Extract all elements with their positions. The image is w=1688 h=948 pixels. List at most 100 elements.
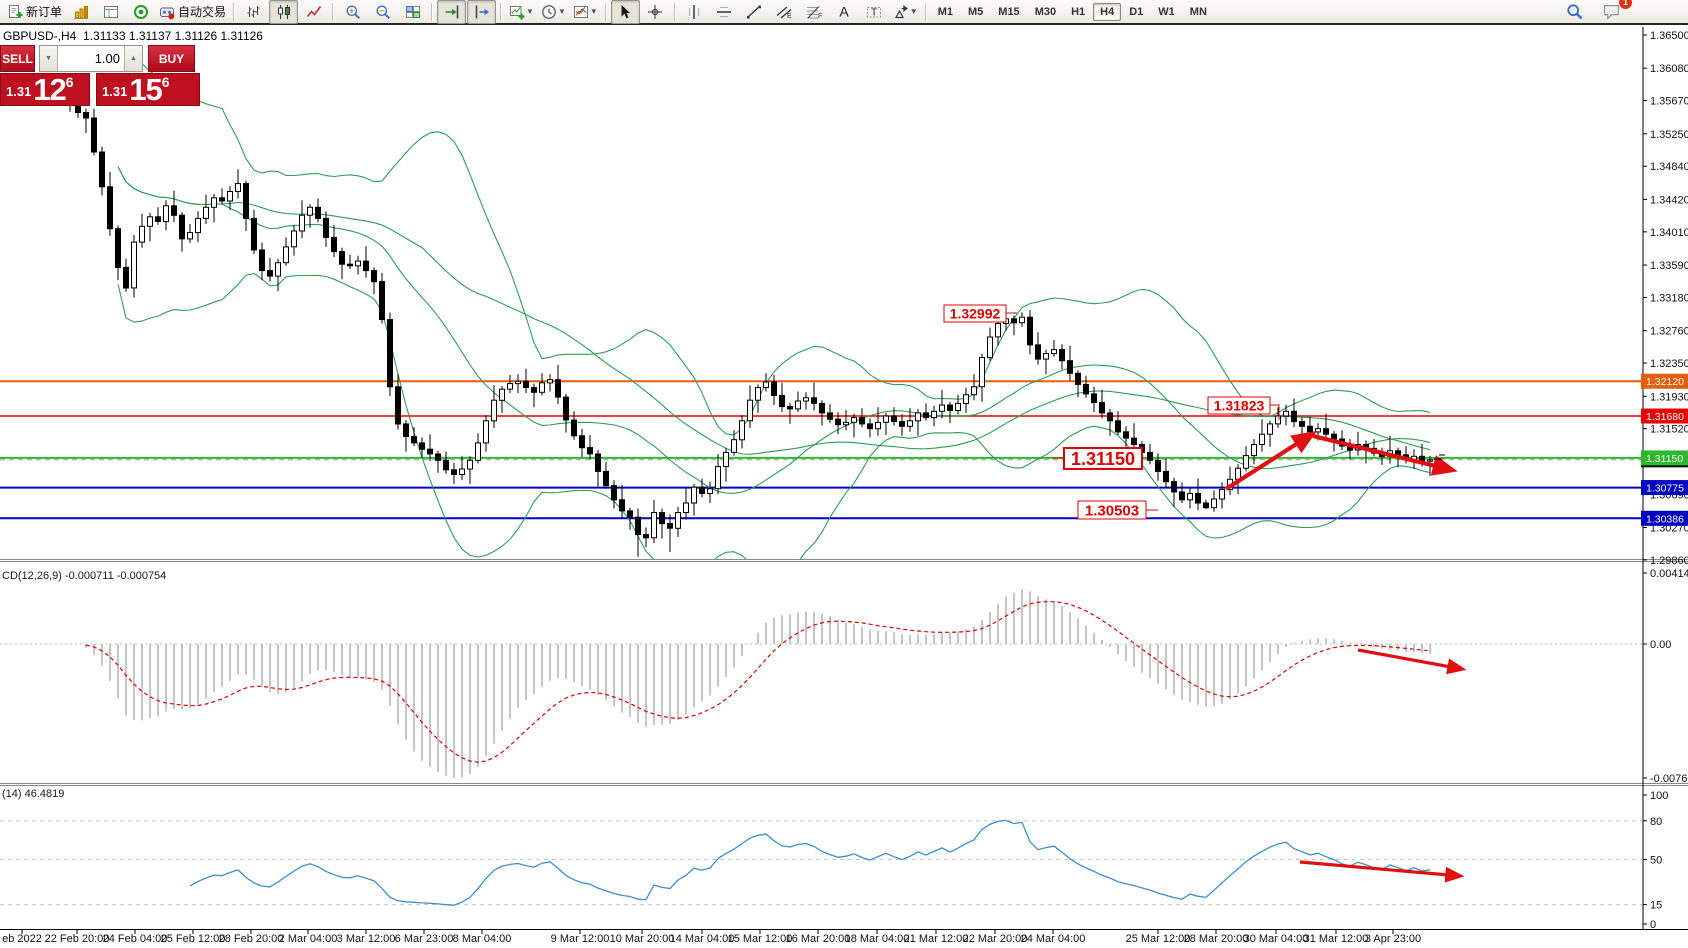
shapes-button[interactable]: ▼ [890,0,921,24]
new-order-button[interactable]: 新订单 [4,0,65,24]
shift-icon [445,5,458,18]
svg-text:1.30775: 1.30775 [1646,483,1684,495]
svg-text:eb 2022: eb 2022 [2,933,42,945]
notification-badge: 1 [1619,0,1632,9]
zoom-in-button[interactable] [338,0,367,24]
zoom-in-icon [346,5,360,19]
price-annotations[interactable]: 1.32992 1.31823 1.31150 1.30503 [943,304,1280,520]
data-window-icon [103,5,118,18]
toolbar-separator [924,2,927,21]
annotation-box-1.30503 [1077,500,1147,520]
crosshair-button[interactable] [641,0,670,24]
volume-input[interactable]: 1.00 [94,51,120,66]
svg-text:1.31150: 1.31150 [1646,453,1683,465]
new-order-button-label: 新订单 [26,5,63,19]
svg-text:1.30386: 1.30386 [1646,513,1684,525]
svg-text:1.34840: 1.34840 [1650,161,1688,173]
buy-price-tile[interactable]: 1.31 15 6 [96,73,200,106]
timeframe-button-mn[interactable]: MN [1189,5,1207,18]
line-chart-button[interactable] [299,0,328,24]
horizontal-line-objects[interactable] [0,380,1642,520]
volume-increase-button[interactable]: ▲ [124,46,142,71]
new-chart-icon [510,5,525,19]
svg-text:16 Mar 20:00: 16 Mar 20:00 [786,933,851,945]
svg-text:1.31823: 1.31823 [1214,398,1265,414]
svg-text:0.004144: 0.004144 [1650,568,1688,580]
trend-arrows[interactable] [1224,430,1467,883]
buy-price-sup: 6 [161,74,170,90]
cursor-button[interactable] [610,0,640,24]
chart-shift-button[interactable] [437,0,467,24]
svg-text:1.32760: 1.32760 [1650,326,1688,338]
annotation-box-1.32992 [943,304,1007,323]
sell-price-sup: 6 [65,74,74,90]
label-icon: T [867,6,882,18]
buy-price-prefix: 1.31 [102,84,128,99]
svg-text:22 Mar 20:00: 22 Mar 20:00 [963,933,1028,945]
timeframe-button-w1[interactable]: W1 [1158,5,1175,18]
svg-text:1.30503: 1.30503 [1085,502,1139,519]
chevron-down-icon: ▼ [557,7,566,16]
notifications-button[interactable]: 1 [1597,0,1632,24]
svg-text:30 Mar 04:00: 30 Mar 04:00 [1244,933,1309,945]
rsi-down-arrow [1299,860,1465,883]
timeframe-button-h4[interactable]: H4 [1093,2,1122,21]
data-window-button[interactable] [96,0,125,24]
svg-text:F: F [818,13,822,20]
svg-text:0.00: 0.00 [1650,639,1671,651]
navigator-button[interactable] [126,0,155,24]
chevron-down-icon: ▼ [589,7,598,16]
tiles-icon [405,5,420,18]
hline-button[interactable] [710,0,739,24]
bars-icon [247,5,260,17]
candlestick-series [67,89,1433,557]
svg-text:28 Feb 20:00: 28 Feb 20:00 [219,933,284,945]
candle-chart-button[interactable] [269,0,299,24]
candles-icon [277,4,290,19]
toolbar-separator [604,2,607,21]
svg-text:14 Mar 04:00: 14 Mar 04:00 [670,933,735,945]
annotation-box-1.31150 [1063,447,1143,470]
market-watch-button[interactable] [66,0,95,24]
sell-button[interactable]: SELL [0,45,35,72]
buy-button[interactable]: BUY [148,45,195,72]
svg-text:E: E [787,13,792,20]
indicators-button[interactable]: ▼ [570,0,601,24]
svg-text:1.31150: 1.31150 [1071,449,1135,469]
auto-scroll-button[interactable] [467,0,497,24]
timeframe-button-m30[interactable]: M30 [1034,5,1057,18]
search-button[interactable] [1560,0,1589,24]
channel-button[interactable]: E [770,0,799,24]
svg-text:18 Mar 04:00: 18 Mar 04:00 [845,933,910,945]
timeframe-button-m1[interactable]: M1 [937,5,953,18]
text-button[interactable]: A [830,0,859,24]
fibo-button[interactable]: F [800,0,829,24]
label-button[interactable]: T [860,0,889,24]
toolbar-right-group: 1 [1560,0,1632,24]
timeframe-button-d1[interactable]: D1 [1129,5,1144,18]
toolbar-separator [431,2,434,21]
volume-decrease-button[interactable]: ▼ [40,46,58,71]
tile-windows-button[interactable] [398,0,427,24]
vline-button[interactable] [680,0,709,24]
svg-text:1.34420: 1.34420 [1650,194,1688,206]
zoom-out-button[interactable] [368,0,397,24]
trendline-button[interactable] [740,0,769,24]
chat-icon [1604,5,1619,20]
new-chart-button[interactable]: ▼ [506,0,537,24]
bar-chart-button[interactable] [239,0,268,24]
autotrading-button[interactable]: 自动交易 [156,0,229,24]
cursor-icon [621,4,631,18]
periods-button[interactable]: ▼ [538,0,569,24]
svg-text:3 Apr 23:00: 3 Apr 23:00 [1365,933,1421,945]
autotrading-icon [160,7,175,19]
chevron-down-icon: ▼ [909,7,918,16]
timeframe-button-m5[interactable]: M5 [968,5,984,18]
toolbar: 新订单 自动交易 ▼ ▼ ▼ E F A T ▼ M1 M5 M15 M30 H1 H4 D1 W1 MN 1 [0,0,1688,25]
text-icon: A [840,4,850,20]
timeframe-button-h1[interactable]: H1 [1071,5,1086,18]
timeframe-button-m15[interactable]: M15 [998,5,1020,18]
sell-price-tile[interactable]: 1.31 12 6 [0,73,90,106]
